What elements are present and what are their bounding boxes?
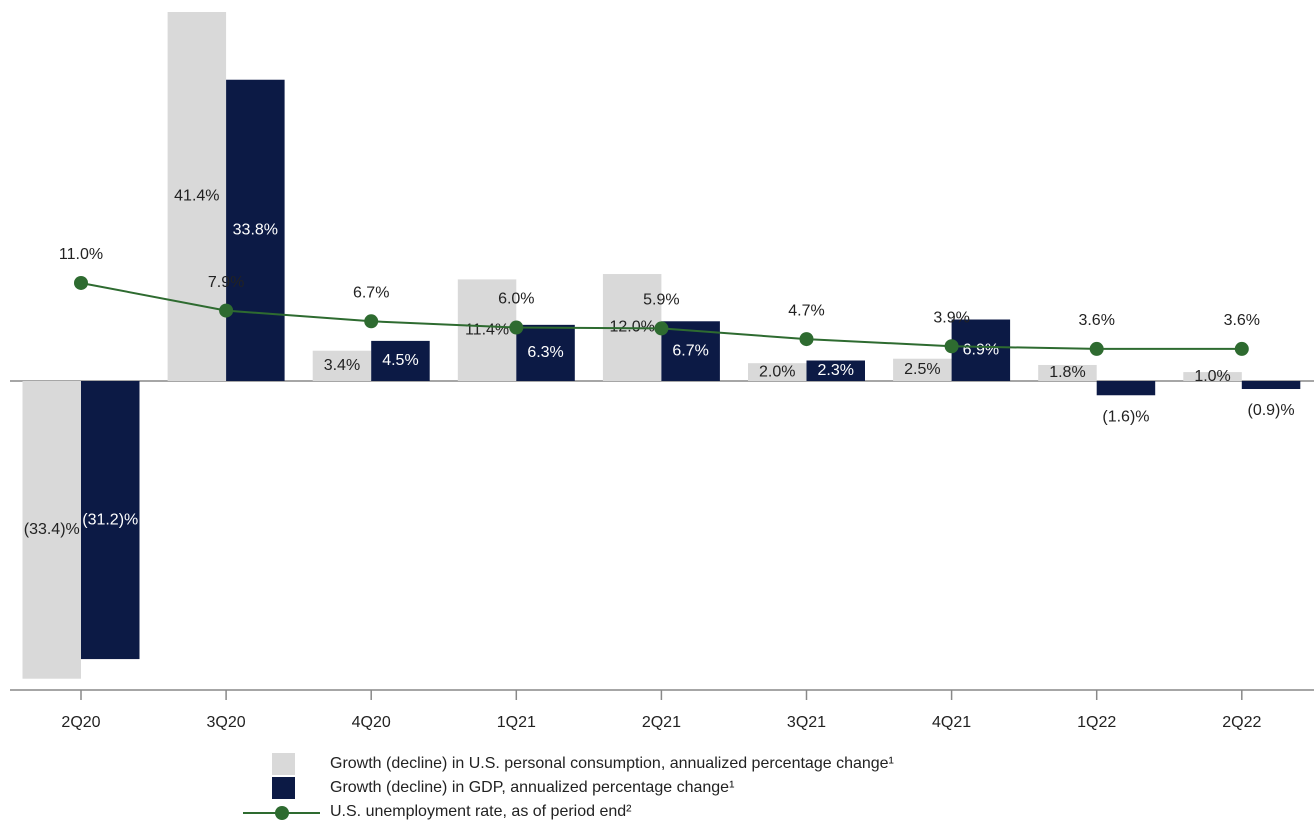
bar-value-label: 6.3% bbox=[527, 344, 563, 361]
bar-value-label: 41.4% bbox=[174, 188, 219, 205]
x-tick-label: 2Q20 bbox=[61, 714, 100, 731]
bar-value-label: 4.5% bbox=[382, 352, 418, 369]
bar bbox=[81, 381, 140, 660]
bar-value-label: (31.2)% bbox=[82, 511, 138, 528]
bar bbox=[806, 360, 865, 381]
line-value-label: 7.9% bbox=[208, 274, 244, 291]
line-value-label: 3.9% bbox=[933, 309, 969, 326]
line-point bbox=[219, 303, 234, 318]
bar bbox=[312, 350, 372, 381]
line-point bbox=[509, 320, 524, 335]
bar-value-label: (0.9)% bbox=[1247, 402, 1294, 419]
bar-value-label: 6.9% bbox=[963, 341, 999, 358]
bar bbox=[167, 12, 227, 381]
bar bbox=[371, 340, 430, 381]
x-tick-label: 3Q21 bbox=[787, 714, 826, 731]
line-value-label: 6.0% bbox=[498, 291, 534, 308]
x-tick-label: 4Q20 bbox=[352, 714, 391, 731]
bar-value-label: 6.7% bbox=[672, 342, 708, 359]
bar-value-label: (33.4)% bbox=[24, 521, 80, 538]
legend-swatch bbox=[272, 753, 295, 775]
x-tick-label: 1Q21 bbox=[497, 714, 536, 731]
line-value-label: 11.0% bbox=[59, 246, 103, 263]
bar bbox=[516, 324, 575, 381]
bar bbox=[1241, 381, 1301, 390]
line-value-label: 5.9% bbox=[643, 292, 679, 309]
bar bbox=[226, 79, 285, 381]
line-value-label: 3.6% bbox=[1078, 312, 1114, 329]
bar-value-label: 33.8% bbox=[233, 222, 278, 239]
bar bbox=[951, 319, 1011, 381]
line-value-label: 3.6% bbox=[1224, 312, 1260, 329]
legend-label: Growth (decline) in U.S. personal consum… bbox=[330, 755, 894, 772]
bar-value-label: (1.6)% bbox=[1102, 408, 1149, 425]
bar-value-label: 2.3% bbox=[818, 362, 854, 379]
legend-label: U.S. unemployment rate, as of period end… bbox=[330, 803, 632, 820]
line-point bbox=[944, 339, 959, 354]
bar-value-label: 3.4% bbox=[324, 357, 360, 374]
line-point bbox=[74, 275, 88, 290]
bar-value-label: 2.0% bbox=[759, 363, 795, 380]
line-point bbox=[1234, 341, 1249, 356]
line-point bbox=[1089, 341, 1104, 356]
bar bbox=[457, 279, 517, 381]
line-point bbox=[364, 314, 379, 329]
legend-point bbox=[275, 806, 289, 820]
bar-value-label: 11.4% bbox=[465, 321, 509, 338]
x-tick-label: 4Q21 bbox=[932, 714, 971, 731]
line-point bbox=[654, 321, 669, 336]
x-tick-label: 2Q21 bbox=[642, 714, 681, 731]
x-tick-label: 1Q22 bbox=[1077, 714, 1116, 731]
line-point bbox=[799, 332, 814, 347]
bar-value-label: 1.0% bbox=[1194, 368, 1230, 385]
bar bbox=[1096, 381, 1156, 396]
legend-label: Growth (decline) in GDP, annualized perc… bbox=[330, 779, 734, 796]
line-value-label: 6.7% bbox=[353, 285, 389, 302]
bar bbox=[1038, 364, 1097, 381]
bar bbox=[893, 358, 952, 381]
bar-value-label: 1.8% bbox=[1049, 364, 1085, 381]
bar bbox=[1183, 372, 1242, 381]
legend-swatch bbox=[272, 777, 295, 799]
x-tick-label: 2Q22 bbox=[1222, 714, 1261, 731]
bar bbox=[748, 363, 807, 381]
line-value-label: 4.7% bbox=[788, 302, 824, 319]
bar-value-label: 2.5% bbox=[904, 361, 940, 378]
bar bbox=[22, 381, 81, 679]
x-tick-label: 3Q20 bbox=[207, 714, 246, 731]
